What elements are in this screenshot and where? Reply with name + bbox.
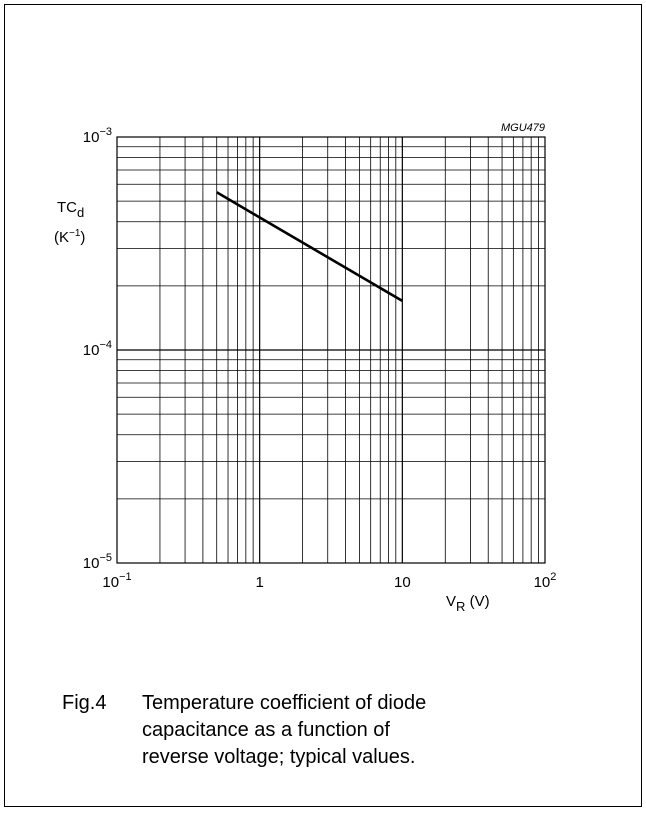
figure-code: MGU479 bbox=[501, 122, 545, 134]
caption-label: Fig.4 bbox=[62, 692, 107, 714]
y-tick-label: 10−5 bbox=[83, 552, 112, 572]
x-axis-label-text: VR (V) bbox=[446, 593, 490, 614]
x-axis-label: VR (V) bbox=[446, 593, 490, 614]
x-tick-label: 1 bbox=[255, 574, 263, 591]
y-tick-label: 10−4 bbox=[83, 339, 112, 359]
y-axis-label-line1: TCd bbox=[57, 199, 84, 220]
caption-text: Temperature coefficient of diode capacit… bbox=[142, 692, 427, 768]
y-tick-label: 10−3 bbox=[83, 126, 112, 146]
figure-frame bbox=[4, 4, 642, 807]
y-axis-label: TCd (K−1) bbox=[54, 199, 85, 246]
series-line bbox=[216, 191, 403, 303]
y-axis-label-unit: (K−1) bbox=[54, 228, 85, 246]
plot-border bbox=[116, 136, 546, 564]
x-tick-label: 102 bbox=[534, 571, 557, 591]
x-tick-label: 10−1 bbox=[102, 571, 131, 591]
x-tick-label: 10 bbox=[394, 574, 411, 591]
